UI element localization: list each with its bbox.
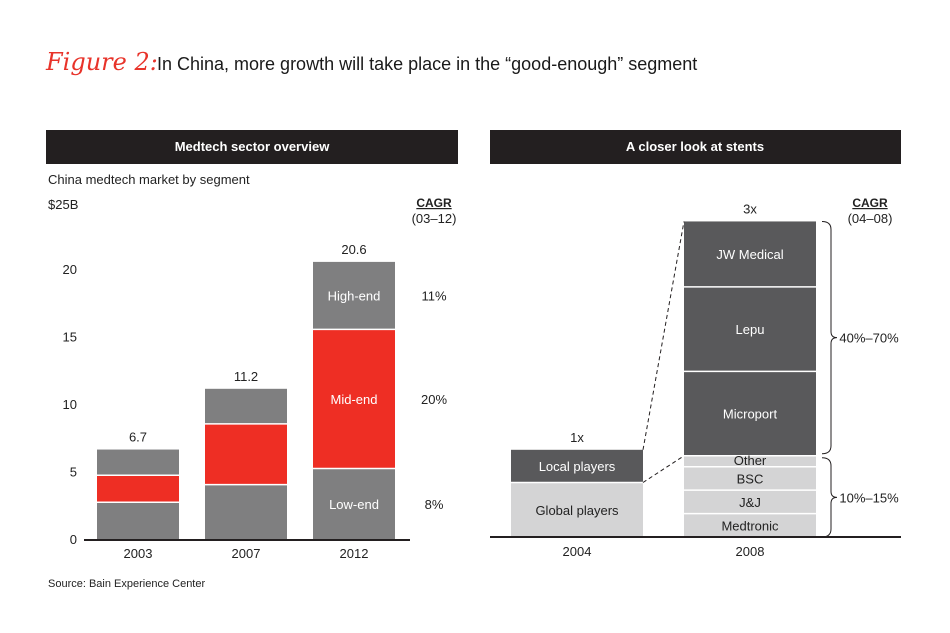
right-segment-label-medtronic: Medtronic bbox=[721, 518, 779, 533]
right-segment-label-j-j: J&J bbox=[739, 495, 761, 510]
right-cagr-global: 10%–15% bbox=[839, 490, 899, 505]
left-cagr-header: CAGR bbox=[416, 196, 452, 210]
right-bar-2004-local-players bbox=[511, 449, 643, 483]
right-bar-2008-medtronic bbox=[684, 513, 816, 537]
right-segment-label-jw-medical: JW Medical bbox=[716, 247, 783, 262]
right-bar-2008-bsc bbox=[684, 466, 816, 491]
left-segment-label-high-end: High-end bbox=[328, 289, 381, 304]
left-bar-2003-high-end bbox=[97, 449, 179, 476]
right-bar-2008-other bbox=[684, 455, 816, 467]
right-segment-label-local-players: Local players bbox=[539, 459, 616, 474]
right-brace-global bbox=[821, 457, 838, 538]
left-total-label-2003: 6.7 bbox=[129, 430, 147, 445]
left-y-tick-20: 20 bbox=[63, 262, 77, 277]
left-bar-2003-low-end bbox=[97, 502, 179, 540]
left-bar-2007-low-end bbox=[205, 484, 287, 540]
right-total-label-2004: 1x bbox=[570, 430, 584, 445]
figure-title: In China, more growth will take place in… bbox=[157, 54, 697, 74]
right-x-tick-2004: 2004 bbox=[563, 544, 592, 559]
left-cagr-low-end: 8% bbox=[425, 497, 444, 512]
right-bar-2008-microport bbox=[684, 371, 816, 456]
right-total-label-2008: 3x bbox=[743, 201, 757, 216]
right-bar-2008-jw-medical bbox=[684, 221, 816, 287]
left-x-tick-2003: 2003 bbox=[124, 546, 153, 561]
left-x-tick-2007: 2007 bbox=[232, 546, 261, 561]
right-bar-2008-j-j bbox=[684, 490, 816, 514]
right-connector-bottom bbox=[642, 455, 685, 483]
right-header-title: A closer look at stents bbox=[626, 139, 764, 154]
left-y-unit-label: $25B bbox=[48, 197, 78, 212]
left-bar-2012-low-end bbox=[313, 468, 395, 540]
left-header-title: Medtech sector overview bbox=[175, 139, 331, 154]
right-x-tick-2008: 2008 bbox=[736, 544, 765, 559]
right-segment-label-global-players: Global players bbox=[535, 503, 619, 518]
right-cagr-local: 40%–70% bbox=[839, 331, 899, 346]
right-brace-local bbox=[821, 220, 838, 455]
left-subtitle: China medtech market by segment bbox=[48, 172, 250, 187]
left-bar-2003-mid-end bbox=[97, 475, 179, 503]
right-chart-plot: Global players Local players 1x 2004 Medtron… bbox=[490, 201, 901, 559]
right-connector-top bbox=[642, 221, 685, 450]
left-y-tick-10: 10 bbox=[63, 397, 77, 412]
right-segment-label-bsc: BSC bbox=[737, 471, 764, 486]
right-segment-label-lepu: Lepu bbox=[736, 322, 765, 337]
right-header-bar bbox=[490, 130, 901, 164]
left-segment-label-mid-end: Mid-end bbox=[331, 392, 378, 407]
left-total-label-2007: 11.2 bbox=[234, 369, 258, 384]
left-total-label-2012: 20.6 bbox=[341, 242, 366, 257]
left-bar-2012-high-end bbox=[313, 261, 395, 330]
left-y-tick-15: 15 bbox=[63, 330, 77, 345]
right-segment-label-microport: Microport bbox=[723, 407, 778, 422]
left-cagr-period: (03–12) bbox=[412, 211, 457, 226]
left-header-bar bbox=[46, 130, 458, 164]
left-cagr-mid-end: 20% bbox=[421, 392, 447, 407]
right-bar-2008-lepu bbox=[684, 286, 816, 372]
right-bar-2004-global-players bbox=[511, 482, 643, 537]
left-chart-plot: 0 5 10 15 20 6.7 2003 11.2 2007 20.6 2012 Low-end 8%… bbox=[63, 242, 448, 561]
right-segment-label-other: Other bbox=[734, 453, 767, 468]
left-bar-2012-mid-end bbox=[313, 329, 395, 469]
left-bar-2007-high-end bbox=[205, 388, 287, 424]
left-y-tick-0: 0 bbox=[70, 532, 77, 547]
left-segment-label-low-end: Low-end bbox=[329, 497, 379, 512]
right-cagr-period: (04–08) bbox=[848, 211, 893, 226]
right-cagr-header: CAGR bbox=[852, 196, 888, 210]
figure-label: Figure 2: bbox=[45, 48, 158, 76]
left-cagr-high-end: 11% bbox=[421, 289, 446, 304]
left-y-tick-5: 5 bbox=[70, 465, 77, 480]
source-note: Source: Bain Experience Center bbox=[48, 578, 205, 590]
left-bar-2007-mid-end bbox=[205, 423, 287, 485]
left-x-tick-2012: 2012 bbox=[340, 546, 369, 561]
